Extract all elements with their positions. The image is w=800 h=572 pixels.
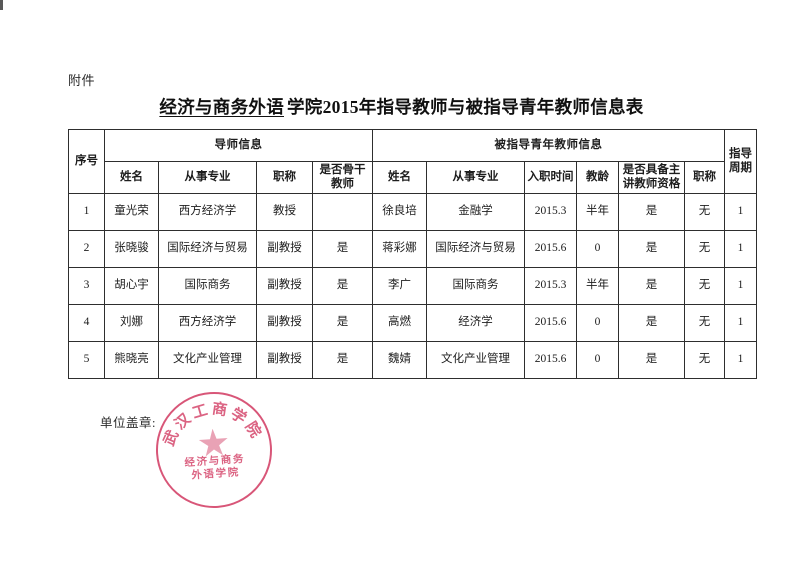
cell-mentee-name: 魏婧 (372, 341, 427, 379)
table-row: 5 熊晓亮 文化产业管理 副教授是魏婧 文化产业管理 2015.6 0 是无 1 (68, 341, 757, 379)
cell-mentor-backbone (312, 193, 373, 231)
cell-mentor-name: 童光荣 (104, 193, 159, 231)
official-seal: 武汉工商学院 经济与商务 外语学院 (152, 388, 276, 512)
cell-mentor-backbone: 是 (312, 267, 373, 305)
cell-mentee-join-date: 2015.6 (524, 341, 577, 379)
table-row: 1 童光荣 西方经济学 教授 徐良培 金融学 2015.3 半年是无 1 (68, 193, 757, 231)
cell-mentor-name: 张晓骏 (104, 230, 159, 268)
scan-edge-artifact (0, 0, 3, 10)
cell-mentor-backbone: 是 (312, 304, 373, 342)
cell-index: 2 (68, 230, 105, 268)
cell-mentee-qualified: 是 (618, 341, 685, 379)
header-mentee-years: 教龄 (576, 161, 619, 194)
cell-index: 4 (68, 304, 105, 342)
cell-mentee-major: 国际商务 (426, 267, 525, 305)
table-row: 3 胡心宇 国际商务 副教授是李广 国际商务 2015.3 半年是无 1 (68, 267, 757, 305)
cell-mentee-name: 高燃 (372, 304, 427, 342)
info-table-container: 序号 导师信息 被指导青年教师信息 指导周期 姓名 从事专业 职称 是否骨干教师… (68, 129, 757, 379)
cell-mentor-name: 刘娜 (104, 304, 159, 342)
cell-mentor-major: 国际经济与贸易 (158, 230, 257, 268)
cell-mentor-title: 副教授 (256, 341, 313, 379)
table-row: 2 张晓骏 国际经济与贸易 副教授是蒋彩娜 国际经济与贸易 2015.6 0 是无 1 (68, 230, 757, 268)
cell-mentor-title: 副教授 (256, 304, 313, 342)
cell-mentee-title: 无 (684, 304, 725, 342)
cell-mentee-title: 无 (684, 341, 725, 379)
header-mentor-name: 姓名 (104, 161, 159, 194)
cell-mentee-years: 0 (576, 341, 619, 379)
cell-mentor-major: 西方经济学 (158, 193, 257, 231)
cell-mentee-name: 蒋彩娜 (372, 230, 427, 268)
title-remainder: 学院2015年指导教师与被指导青年教师信息表 (287, 97, 644, 117)
header-mentor-title: 职称 (256, 161, 313, 194)
cell-mentor-title: 副教授 (256, 267, 313, 305)
cell-index: 1 (68, 193, 105, 231)
header-mentee-major: 从事专业 (426, 161, 525, 194)
header-mentor-major: 从事专业 (158, 161, 257, 194)
cell-mentee-years: 半年 (576, 267, 619, 305)
header-mentee-join-date: 入职时间 (524, 161, 577, 194)
cell-mentee-join-date: 2015.3 (524, 267, 577, 305)
table-body: 1 童光荣 西方经济学 教授 徐良培 金融学 2015.3 半年是无 1 2 张晓骏 国际经济与贸易副… (68, 193, 757, 379)
page-title: 经济与商务外语 学院2015年指导教师与被指导青年教师信息表 (0, 94, 800, 119)
cell-mentee-join-date: 2015.6 (524, 304, 577, 342)
header-mentor-group: 导师信息 (104, 129, 373, 162)
seal-label: 单位盖章: (100, 416, 156, 430)
cell-mentee-major: 金融学 (426, 193, 525, 231)
cell-mentee-title: 无 (684, 267, 725, 305)
header-index: 序号 (68, 129, 105, 194)
table-group-header-row: 序号 导师信息 被指导青年教师信息 指导周期 (68, 129, 757, 194)
cell-period: 1 (724, 230, 757, 268)
cell-mentee-years: 0 (576, 230, 619, 268)
table-sub-header-row: 姓名 从事专业 职称 是否骨干教师 姓名 从事专业 入职时间 教龄 是否具备主讲… (69, 161, 757, 194)
cell-mentee-join-date: 2015.3 (524, 193, 577, 231)
seal-arc-text-icon: 武汉工商学院 (157, 396, 267, 450)
title-college-field: 经济与商务外语 (159, 97, 284, 117)
cell-period: 1 (724, 193, 757, 231)
teacher-mentoring-table: 序号 导师信息 被指导青年教师信息 指导周期 姓名 从事专业 职称 是否骨干教师… (68, 129, 757, 379)
cell-mentee-qualified: 是 (618, 304, 685, 342)
table-row: 4 刘娜 西方经济学 副教授是高燃 经济学 2015.6 0 是无 1 (68, 304, 757, 342)
header-period: 指导周期 (724, 129, 757, 194)
cell-mentee-qualified: 是 (618, 230, 685, 268)
cell-mentee-title: 无 (684, 193, 725, 231)
cell-mentee-qualified: 是 (618, 267, 685, 305)
cell-mentee-name: 李广 (372, 267, 427, 305)
cell-mentee-name: 徐良培 (372, 193, 427, 231)
cell-mentee-join-date: 2015.6 (524, 230, 577, 268)
cell-mentor-name: 胡心宇 (104, 267, 159, 305)
cell-period: 1 (724, 341, 757, 379)
cell-mentor-major: 西方经济学 (158, 304, 257, 342)
cell-mentee-major: 文化产业管理 (426, 341, 525, 379)
cell-mentor-backbone: 是 (312, 230, 373, 268)
cell-mentee-years: 半年 (576, 193, 619, 231)
cell-mentee-qualified: 是 (618, 193, 685, 231)
cell-period: 1 (724, 267, 757, 305)
attachment-label: 附件 (68, 73, 96, 88)
cell-mentee-years: 0 (576, 304, 619, 342)
cell-mentor-major: 国际商务 (158, 267, 257, 305)
cell-mentor-name: 熊晓亮 (104, 341, 159, 379)
cell-period: 1 (724, 304, 757, 342)
header-mentor-backbone: 是否骨干教师 (312, 161, 373, 194)
cell-mentor-backbone: 是 (312, 341, 373, 379)
cell-mentor-major: 文化产业管理 (158, 341, 257, 379)
header-mentee-qualified: 是否具备主讲教师资格 (618, 161, 685, 194)
cell-index: 3 (68, 267, 105, 305)
table-header: 序号 导师信息 被指导青年教师信息 指导周期 姓名 从事专业 职称 是否骨干教师… (68, 129, 757, 194)
cell-index: 5 (68, 341, 105, 379)
cell-mentee-title: 无 (684, 230, 725, 268)
cell-mentee-major: 经济学 (426, 304, 525, 342)
cell-mentor-title: 副教授 (256, 230, 313, 268)
header-mentee-group: 被指导青年教师信息 (372, 129, 725, 162)
cell-mentor-title: 教授 (256, 193, 313, 231)
header-mentee-name: 姓名 (372, 161, 427, 194)
header-mentee-title: 职称 (684, 161, 725, 194)
cell-mentee-major: 国际经济与贸易 (426, 230, 525, 268)
